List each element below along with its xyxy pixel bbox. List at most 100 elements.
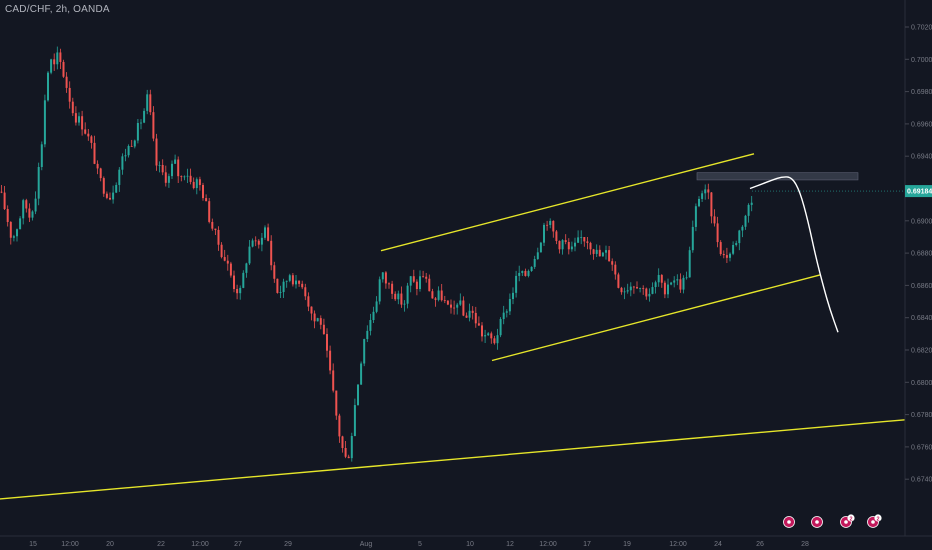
- candle-body: [673, 280, 676, 283]
- candle-body: [291, 275, 294, 285]
- candle-body: [248, 246, 251, 264]
- candle-body: [12, 236, 15, 238]
- candle-body: [155, 138, 158, 166]
- candle-body: [474, 312, 477, 324]
- candle-body: [508, 299, 511, 312]
- time-tick-label: 12:00: [539, 541, 557, 548]
- candle-body: [217, 229, 220, 245]
- candle-body: [93, 142, 96, 164]
- candle-body: [267, 227, 270, 241]
- candle-body: [171, 163, 173, 177]
- event-marker-group[interactable]: 2: [867, 514, 882, 528]
- resistance-zone[interactable]: [696, 172, 859, 181]
- candle-body: [347, 456, 350, 459]
- event-marker-dot: [815, 520, 819, 524]
- candle-body: [617, 274, 620, 288]
- candle-body: [527, 270, 530, 276]
- candle-body: [220, 244, 223, 258]
- trendline-channel-lower[interactable]: [491, 274, 821, 362]
- candle-body: [521, 270, 524, 273]
- candle-body: [632, 286, 635, 288]
- candle-body: [614, 264, 617, 275]
- candle-body: [322, 324, 325, 335]
- event-marker-single[interactable]: [783, 516, 795, 528]
- candle-body: [316, 318, 319, 322]
- candle-body: [53, 59, 56, 65]
- candle-body: [282, 281, 285, 293]
- price-axis[interactable]: 0.702000.700000.698000.696000.694000.692…: [752, 0, 932, 536]
- candle-body: [335, 390, 338, 416]
- candle-body: [502, 312, 505, 320]
- candle-body: [186, 175, 189, 177]
- event-marker-badge: [874, 514, 882, 522]
- time-tick-label: 27: [234, 541, 242, 548]
- candle-body: [152, 112, 155, 139]
- candle-body: [130, 145, 133, 147]
- candle-body: [552, 220, 555, 232]
- candle-body: [698, 198, 700, 207]
- candle-body: [667, 284, 669, 295]
- candle-body: [549, 220, 552, 225]
- candle-body: [381, 272, 384, 280]
- candle-body: [127, 145, 130, 156]
- candle-body: [419, 276, 421, 290]
- candle-body: [465, 315, 468, 318]
- candle-body: [112, 192, 115, 200]
- candle-body: [360, 363, 363, 385]
- candle-body: [648, 293, 651, 297]
- candle-body: [233, 275, 235, 289]
- candle-body: [608, 250, 611, 262]
- candle-body: [406, 285, 409, 304]
- candle-body: [611, 261, 614, 265]
- candle-body: [425, 276, 428, 279]
- event-marker-group[interactable]: 2: [840, 514, 855, 528]
- candle-body: [56, 52, 59, 65]
- time-axis[interactable]: 15 12:00 20 22 12:00 27 29 Aug 5 10 12 12:00 17 19 12:…: [0, 535, 932, 548]
- candle-body: [567, 241, 570, 250]
- trendline-long-term-support[interactable]: [0, 419, 906, 500]
- candle-body: [446, 300, 449, 305]
- candle-body: [133, 140, 136, 147]
- candle-body: [164, 172, 167, 183]
- candle-body: [558, 240, 561, 250]
- candle-body: [676, 279, 679, 281]
- candle-body: [254, 240, 257, 242]
- candle-body: [561, 240, 564, 250]
- forecast-path[interactable]: [749, 176, 839, 333]
- candle-body: [657, 274, 660, 283]
- candle-body: [524, 270, 527, 276]
- candle-body: [450, 304, 452, 308]
- candle-body: [694, 206, 697, 227]
- candle-body: [192, 181, 195, 189]
- candle-body: [242, 272, 245, 288]
- event-marker-single[interactable]: [811, 516, 823, 528]
- candle-body: [490, 333, 493, 339]
- candle-body: [251, 240, 254, 247]
- event-marker-dot: [871, 520, 875, 524]
- candle-body: [595, 249, 598, 254]
- candle-body: [443, 300, 446, 301]
- candle-body: [729, 253, 731, 258]
- candle-body: [493, 338, 496, 344]
- candle-body: [660, 274, 663, 283]
- candle-body: [109, 197, 111, 200]
- candle-body: [570, 246, 573, 250]
- candle-body: [437, 290, 440, 300]
- candle-body: [239, 287, 242, 294]
- candle-body: [388, 283, 390, 285]
- candle-body: [34, 198, 37, 212]
- candle-body: [484, 335, 487, 337]
- candle-body: [691, 226, 694, 251]
- candle-body: [205, 198, 208, 202]
- trendline-channel-upper[interactable]: [380, 153, 755, 252]
- candle-body: [481, 325, 483, 337]
- candle-body: [363, 339, 366, 364]
- candle-body: [118, 169, 121, 185]
- candle-body: [471, 310, 474, 313]
- candle-body: [43, 100, 46, 145]
- candle-body: [68, 87, 71, 102]
- candle-body: [707, 189, 710, 193]
